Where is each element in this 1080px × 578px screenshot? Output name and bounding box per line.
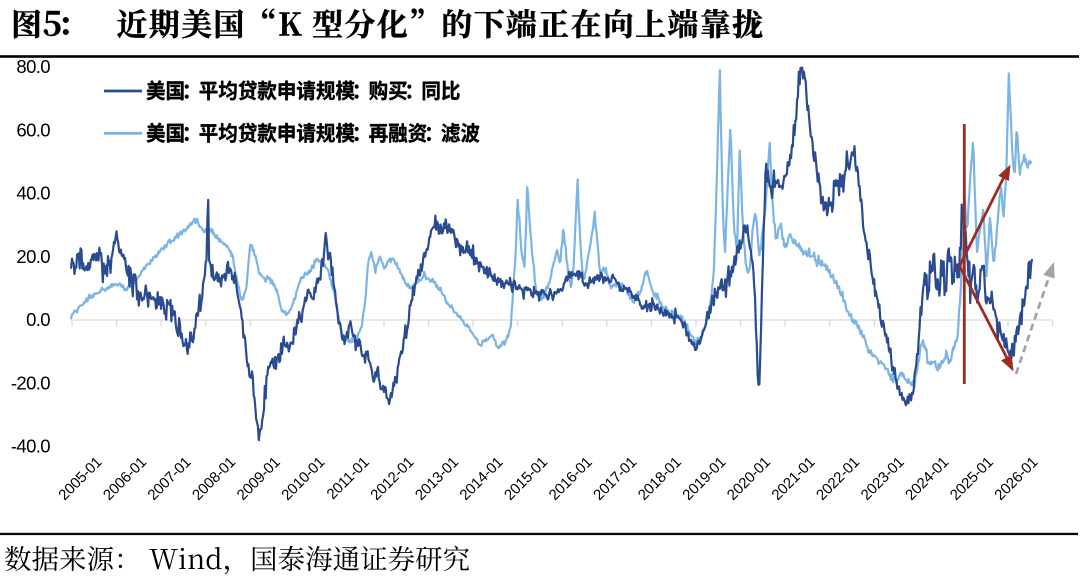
svg-text:-20.0: -20.0 xyxy=(11,372,50,393)
svg-text:-40.0: -40.0 xyxy=(11,436,50,457)
svg-text:60.0: 60.0 xyxy=(16,119,50,140)
svg-text:20.0: 20.0 xyxy=(16,246,50,267)
svg-text:0.0: 0.0 xyxy=(26,309,50,330)
svg-text:80.0: 80.0 xyxy=(16,56,50,77)
svg-text:40.0: 40.0 xyxy=(16,183,50,204)
